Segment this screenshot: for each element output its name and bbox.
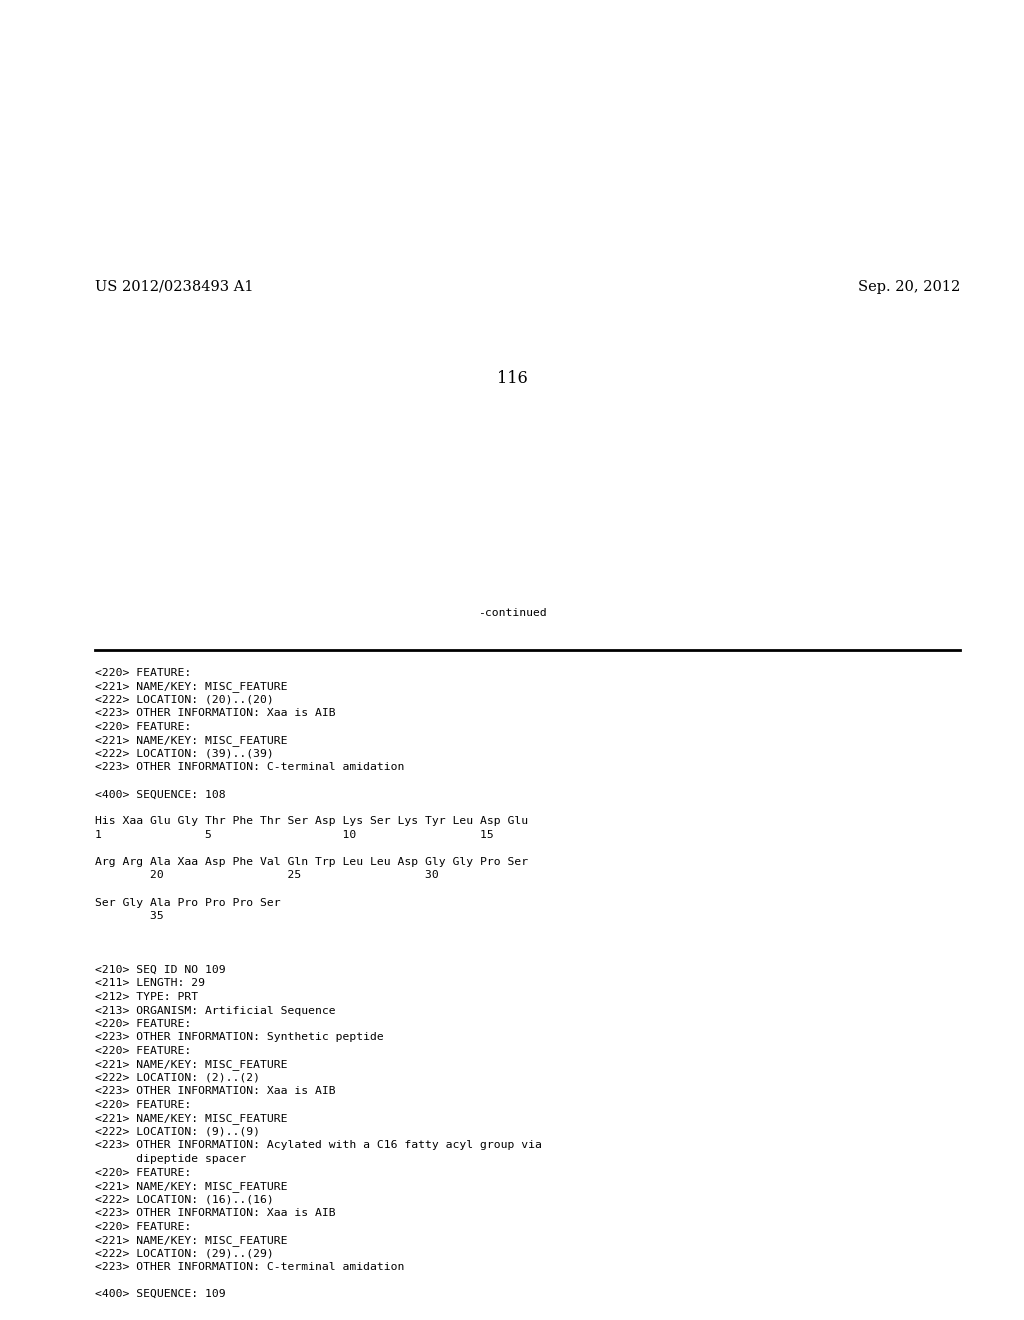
Text: <222> LOCATION: (2)..(2): <222> LOCATION: (2)..(2) [95, 1073, 260, 1082]
Text: <223> OTHER INFORMATION: Xaa is AIB: <223> OTHER INFORMATION: Xaa is AIB [95, 1086, 336, 1097]
Text: His Xaa Glu Gly Thr Phe Thr Ser Asp Lys Ser Lys Tyr Leu Asp Glu: His Xaa Glu Gly Thr Phe Thr Ser Asp Lys … [95, 817, 528, 826]
Text: <223> OTHER INFORMATION: Acylated with a C16 fatty acyl group via: <223> OTHER INFORMATION: Acylated with a… [95, 1140, 542, 1151]
Text: <222> LOCATION: (9)..(9): <222> LOCATION: (9)..(9) [95, 1127, 260, 1137]
Text: <221> NAME/KEY: MISC_FEATURE: <221> NAME/KEY: MISC_FEATURE [95, 1236, 288, 1246]
Text: <222> LOCATION: (29)..(29): <222> LOCATION: (29)..(29) [95, 1249, 273, 1258]
Text: <221> NAME/KEY: MISC_FEATURE: <221> NAME/KEY: MISC_FEATURE [95, 681, 288, 693]
Text: <211> LENGTH: 29: <211> LENGTH: 29 [95, 978, 205, 989]
Text: <221> NAME/KEY: MISC_FEATURE: <221> NAME/KEY: MISC_FEATURE [95, 735, 288, 746]
Text: -continued: -continued [477, 609, 547, 618]
Text: <220> FEATURE:: <220> FEATURE: [95, 722, 191, 733]
Text: <220> FEATURE:: <220> FEATURE: [95, 1019, 191, 1030]
Text: <223> OTHER INFORMATION: Xaa is AIB: <223> OTHER INFORMATION: Xaa is AIB [95, 709, 336, 718]
Text: <220> FEATURE:: <220> FEATURE: [95, 668, 191, 678]
Text: <220> FEATURE:: <220> FEATURE: [95, 1167, 191, 1177]
Text: Arg Arg Ala Xaa Asp Phe Val Gln Trp Leu Leu Asp Gly Gly Pro Ser: Arg Arg Ala Xaa Asp Phe Val Gln Trp Leu … [95, 857, 528, 867]
Text: US 2012/0238493 A1: US 2012/0238493 A1 [95, 280, 254, 294]
Text: 20                  25                  30: 20 25 30 [95, 870, 438, 880]
Text: 1               5                   10                  15: 1 5 10 15 [95, 830, 494, 840]
Text: <400> SEQUENCE: 108: <400> SEQUENCE: 108 [95, 789, 225, 800]
Text: <212> TYPE: PRT: <212> TYPE: PRT [95, 993, 198, 1002]
Text: <223> OTHER INFORMATION: C-terminal amidation: <223> OTHER INFORMATION: C-terminal amid… [95, 1262, 404, 1272]
Text: <210> SEQ ID NO 109: <210> SEQ ID NO 109 [95, 965, 225, 975]
Text: <222> LOCATION: (20)..(20): <222> LOCATION: (20)..(20) [95, 696, 273, 705]
Text: <220> FEATURE:: <220> FEATURE: [95, 1045, 191, 1056]
Text: <221> NAME/KEY: MISC_FEATURE: <221> NAME/KEY: MISC_FEATURE [95, 1114, 288, 1125]
Text: <223> OTHER INFORMATION: Synthetic peptide: <223> OTHER INFORMATION: Synthetic pepti… [95, 1032, 384, 1043]
Text: dipeptide spacer: dipeptide spacer [95, 1154, 246, 1164]
Text: <221> NAME/KEY: MISC_FEATURE: <221> NAME/KEY: MISC_FEATURE [95, 1181, 288, 1192]
Text: <213> ORGANISM: Artificial Sequence: <213> ORGANISM: Artificial Sequence [95, 1006, 336, 1015]
Text: <222> LOCATION: (39)..(39): <222> LOCATION: (39)..(39) [95, 748, 273, 759]
Text: <400> SEQUENCE: 109: <400> SEQUENCE: 109 [95, 1290, 225, 1299]
Text: <220> FEATURE:: <220> FEATURE: [95, 1221, 191, 1232]
Text: <220> FEATURE:: <220> FEATURE: [95, 1100, 191, 1110]
Text: <223> OTHER INFORMATION: Xaa is AIB: <223> OTHER INFORMATION: Xaa is AIB [95, 1208, 336, 1218]
Text: Ser Gly Ala Pro Pro Pro Ser: Ser Gly Ala Pro Pro Pro Ser [95, 898, 281, 908]
Text: <221> NAME/KEY: MISC_FEATURE: <221> NAME/KEY: MISC_FEATURE [95, 1060, 288, 1071]
Text: <222> LOCATION: (16)..(16): <222> LOCATION: (16)..(16) [95, 1195, 273, 1204]
Text: Sep. 20, 2012: Sep. 20, 2012 [858, 280, 961, 294]
Text: 116: 116 [497, 370, 527, 387]
Text: 35: 35 [95, 911, 164, 921]
Text: <223> OTHER INFORMATION: C-terminal amidation: <223> OTHER INFORMATION: C-terminal amid… [95, 763, 404, 772]
